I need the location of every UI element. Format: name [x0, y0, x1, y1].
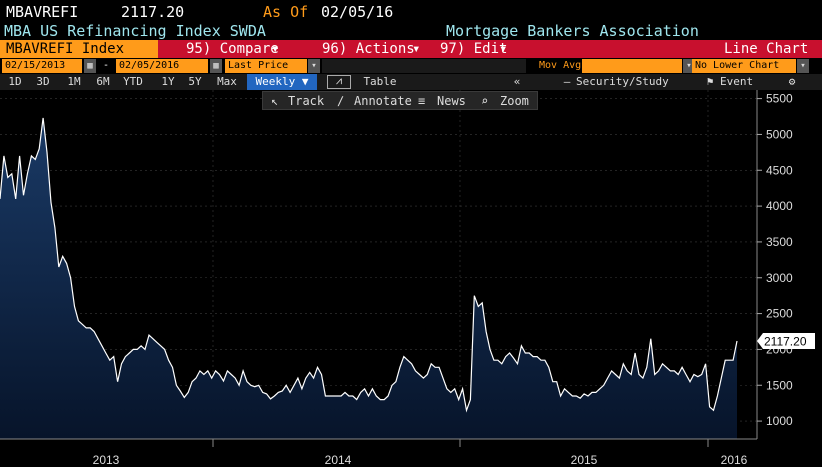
period-ytd[interactable]: YTD — [123, 75, 143, 88]
period-bar: 1D 3D 1M 6M YTD 1Y 5Y Max Weekly ▼ ⩘ Tab… — [0, 74, 822, 90]
news-icon[interactable]: ≡ — [418, 94, 426, 108]
x-tick-label: 2015 — [571, 453, 598, 467]
settings-row: 02/15/2013 ▦ - 02/05/2016 ▦ Last Price ▾… — [0, 58, 822, 74]
actions-menu[interactable]: 96) Actions — [322, 41, 415, 57]
y-tick-label: 5500 — [766, 92, 793, 106]
mov-avg-field[interactable] — [582, 59, 682, 73]
chart-type-label[interactable]: Line Chart — [724, 41, 809, 57]
start-date-field[interactable]: 02/15/2013 — [2, 59, 82, 73]
end-date-field[interactable]: 02/05/2016 — [116, 59, 208, 73]
frequency-select[interactable]: Weekly ▼ — [247, 74, 317, 90]
edit-menu[interactable]: 97) Edit — [440, 41, 508, 57]
date-separator: - — [103, 60, 110, 71]
news-button[interactable]: News — [437, 94, 466, 108]
y-tick-label: 4500 — [766, 163, 793, 177]
x-tick-label: 2013 — [93, 453, 120, 467]
period-5y[interactable]: 5Y — [188, 75, 202, 88]
y-tick-label: 3000 — [766, 271, 793, 285]
as-of-label: As Of — [263, 3, 309, 21]
x-axis: 2013 2014 2015 2016 — [0, 438, 757, 467]
x-tick-label: 2014 — [325, 453, 352, 467]
edit-dropdown-icon[interactable]: ▾ — [499, 41, 508, 57]
period-3d[interactable]: 3D — [36, 75, 50, 88]
magnifier-icon[interactable]: ⌕ — [481, 94, 489, 108]
track-button[interactable]: Track — [288, 94, 325, 108]
compare-menu[interactable]: 95) Compare — [186, 41, 279, 57]
x-tick-label: 2016 — [721, 453, 748, 467]
security-field[interactable]: MBAVREFI Index — [0, 40, 158, 58]
y-tick-label: 4000 — [766, 199, 793, 213]
mov-avg-label: Mov Avg — [539, 60, 582, 71]
event-button[interactable]: Event — [720, 75, 754, 88]
compare-dropdown-icon[interactable]: ▾ — [271, 41, 280, 57]
chart-toolbar: ↖ Track ∕ Annotate ≡ News ⌕ Zoom — [262, 91, 538, 110]
y-tick-label: 3500 — [766, 235, 793, 249]
y-tick-label: 1500 — [766, 378, 793, 392]
security-study-button[interactable]: Security/Study — [576, 75, 669, 88]
flag-icon[interactable]: ⚑ — [706, 75, 714, 88]
period-1y[interactable]: 1Y — [161, 75, 175, 88]
pencil-icon[interactable]: ∕ — [337, 94, 345, 108]
last-value-label: 2117.20 — [764, 335, 807, 349]
settings-spacer — [322, 59, 526, 73]
as-of-date: 02/05/16 — [321, 3, 394, 21]
security-name: MBA US Refinancing Index SWDA — [4, 22, 266, 40]
y-tick-label: 1000 — [766, 414, 793, 428]
calendar-icon[interactable]: ▦ — [210, 59, 222, 73]
price-field-select[interactable]: Last Price — [225, 59, 307, 73]
series-line — [0, 117, 738, 413]
title-row: MBAVREFI 2117.20 As Of 02/05/16 — [0, 0, 822, 22]
series-area — [0, 117, 737, 440]
period-max[interactable]: Max — [217, 75, 237, 88]
menu-bar: MBAVREFI Index 95) Compare ▾ 96) Actions… — [0, 40, 822, 58]
ticker-symbol: MBAVREFI — [6, 3, 79, 21]
period-1d[interactable]: 1D — [8, 75, 22, 88]
dropdown-arrow-icon[interactable]: ▾ — [797, 59, 809, 73]
gear-icon[interactable]: ⚙ — [788, 75, 796, 88]
y-tick-label: 2500 — [766, 307, 793, 321]
annotate-button[interactable]: Annotate — [354, 94, 412, 108]
calendar-icon[interactable]: ▦ — [84, 59, 96, 73]
actions-dropdown-icon[interactable]: ▾ — [412, 41, 421, 57]
table-button[interactable]: Table — [363, 75, 397, 88]
chart-view-icon[interactable]: ⩘ — [327, 75, 351, 89]
collapse-button[interactable]: « — [513, 75, 521, 88]
y-tick-label: 5000 — [766, 127, 793, 141]
period-6m[interactable]: 6M — [96, 75, 110, 88]
data-source: Mortgage Bankers Association — [446, 22, 699, 40]
dropdown-arrow-icon[interactable]: ▾ — [308, 59, 320, 73]
lower-chart-select[interactable]: No Lower Chart — [692, 59, 796, 73]
last-value-marker: 2117.20 — [757, 333, 815, 350]
line-style-icon[interactable]: — — [563, 75, 571, 88]
period-1m[interactable]: 1M — [67, 75, 81, 88]
last-value-box — [757, 333, 815, 350]
zoom-button[interactable]: Zoom — [500, 94, 529, 108]
last-value: 2117.20 — [121, 3, 185, 21]
cursor-icon[interactable]: ↖ — [271, 94, 279, 108]
description-row: MBA US Refinancing Index SWDA Mortgage B… — [0, 22, 822, 40]
